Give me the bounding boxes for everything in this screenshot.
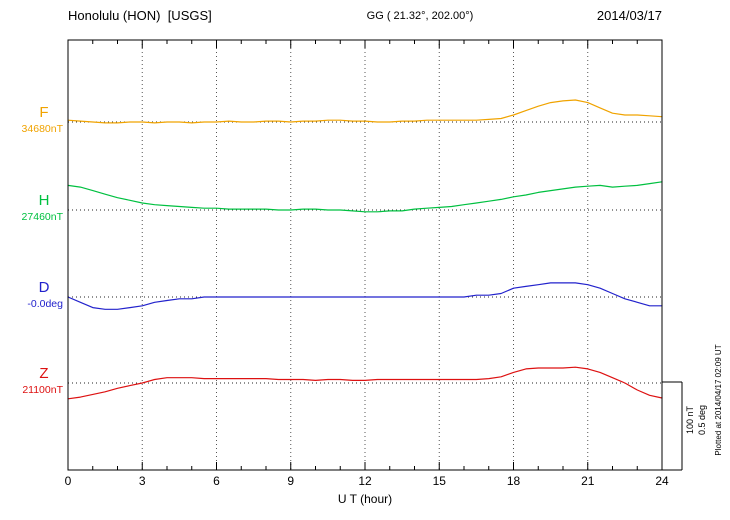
gridlines <box>141 40 589 470</box>
series-F-baseline-value: 34680nT <box>21 123 63 135</box>
series-F-trace <box>67 99 663 124</box>
x-tick-label-18: 18 <box>506 474 521 488</box>
x-tick-label-21: 21 <box>581 474 595 488</box>
plotted-at-note: Plotted at 2014/04/17 02:09 UT <box>714 344 723 456</box>
scale-bar <box>662 381 683 471</box>
station-title: Honolulu (HON) [USGS] <box>68 8 212 23</box>
series-D-trace <box>67 282 663 310</box>
x-tick-label-9: 9 <box>287 474 295 488</box>
series-F-letter: F <box>39 104 49 121</box>
x-tick-label-3: 3 <box>138 474 146 488</box>
traces <box>67 99 663 400</box>
x-tick-label-12: 12 <box>358 474 372 488</box>
x-tick-label-0: 0 <box>64 474 72 488</box>
x-axis-title: U T (hour) <box>337 492 393 506</box>
plot-frame-group <box>67 39 663 471</box>
series-H-baseline-value: 27460nT <box>21 211 63 223</box>
series-H-letter: H <box>38 192 50 209</box>
series-Z-trace <box>67 366 663 400</box>
series-D-letter: D <box>38 279 50 296</box>
x-tick-label-24: 24 <box>655 474 669 488</box>
x-tick-label-15: 15 <box>432 474 446 488</box>
scale-label-deg: 0.5 deg <box>697 404 707 436</box>
series-Z-baseline-value: 21100nT <box>22 384 63 396</box>
x-tick-label-6: 6 <box>213 474 220 488</box>
plot-frame <box>67 39 663 471</box>
geographic-coords: GG ( 21.32°, 202.00°) <box>366 10 474 22</box>
scale-label-nt: 100 nT <box>685 405 695 435</box>
series-D-baseline-value: -0.0deg <box>27 298 63 310</box>
series-Z-letter: Z <box>39 365 49 382</box>
series-H-trace <box>67 181 663 213</box>
plot-date: 2014/03/17 <box>596 8 662 23</box>
